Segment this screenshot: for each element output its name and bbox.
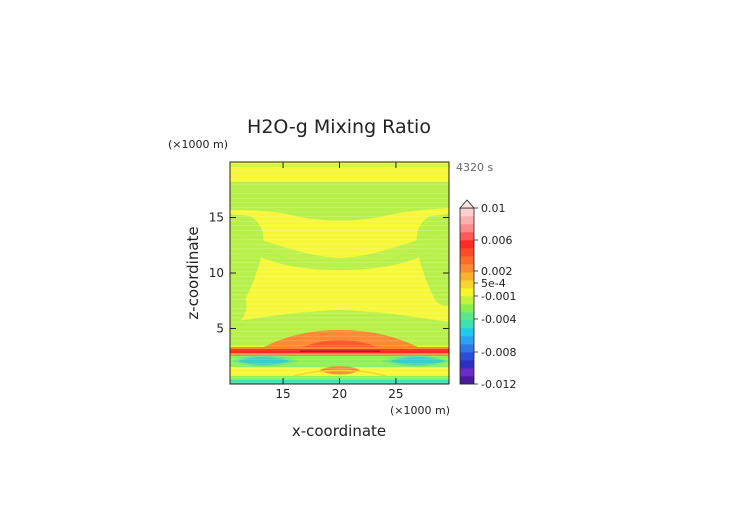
colorbar-label: 0.01	[481, 202, 506, 215]
field-region-upper-green	[230, 182, 449, 221]
colorbar-label: 5e-4	[481, 277, 506, 290]
x-axis-ticks: 15 20 25	[275, 162, 404, 401]
field-region-side-green	[230, 296, 247, 326]
colorbar-label: -0.008	[481, 346, 516, 359]
colorbar-swatch	[460, 344, 474, 353]
x-unit-label: (×1000 m)	[390, 404, 450, 417]
y-axis-label: z-coordinate	[184, 226, 202, 319]
colorbar-swatch	[460, 336, 474, 345]
colorbar-swatch	[460, 320, 474, 329]
colorbar	[459, 199, 475, 385]
colorbar-label: 0.006	[481, 234, 513, 247]
y-tick-label: 5	[216, 322, 224, 336]
colorbar-swatch	[460, 232, 474, 241]
x-tick-label: 20	[332, 387, 347, 401]
field-region-lower-green	[230, 310, 449, 346]
colorbar-swatch	[460, 368, 474, 377]
y-axis-ticks: 5 10 15	[209, 211, 449, 336]
colorbar-swatch	[460, 352, 474, 361]
x-tick-label: 25	[388, 387, 403, 401]
colorbar-swatch	[460, 264, 474, 273]
colorbar-swatch	[460, 272, 474, 281]
colorbar-swatch	[460, 256, 474, 265]
y-tick-label: 15	[209, 211, 224, 225]
colorbar-swatch	[460, 296, 474, 305]
colorbar-swatch	[460, 248, 474, 257]
x-tick-label: 15	[275, 387, 290, 401]
colorbar-swatch	[460, 224, 474, 233]
field-strip-green	[230, 356, 449, 367]
colorbar-swatch	[460, 312, 474, 321]
colorbar-swatch	[460, 304, 474, 313]
colorbar-swatch	[460, 216, 474, 225]
colorbar-swatch	[460, 208, 474, 217]
colorbar-label: -0.012	[481, 378, 516, 391]
colorbar-label: -0.001	[481, 290, 516, 303]
time-label: 4320 s	[456, 161, 493, 174]
colorbar-swatch	[460, 328, 474, 337]
colorbar-label: 0.002	[481, 265, 513, 278]
colorbar-swatch	[460, 240, 474, 249]
field-region-mid-green-2	[262, 246, 418, 270]
field-region-red-core	[300, 340, 380, 348]
chart-title: H2O-g Mixing Ratio	[247, 116, 431, 138]
colorbar-swatch	[460, 288, 474, 297]
colorbar-swatch	[460, 280, 474, 289]
colorbar-overflow-triangle	[459, 199, 475, 209]
y-tick-label: 10	[209, 266, 224, 280]
colorbar-label: -0.004	[481, 313, 516, 326]
colorbar-swatch	[460, 376, 474, 385]
heatmap-field	[230, 162, 449, 384]
x-axis-label: x-coordinate	[292, 422, 386, 440]
field-region-teal-right	[382, 355, 449, 367]
field-region-teal-left	[232, 355, 298, 367]
field-gridlines	[230, 165, 449, 383]
field-band-dark-red	[300, 350, 380, 352]
field-region-orange-hump	[262, 330, 420, 348]
colorbar-swatch	[460, 360, 474, 369]
field-region-bottom-yellow-arc	[289, 369, 391, 379]
y-unit-label: (×1000 m)	[168, 138, 228, 151]
